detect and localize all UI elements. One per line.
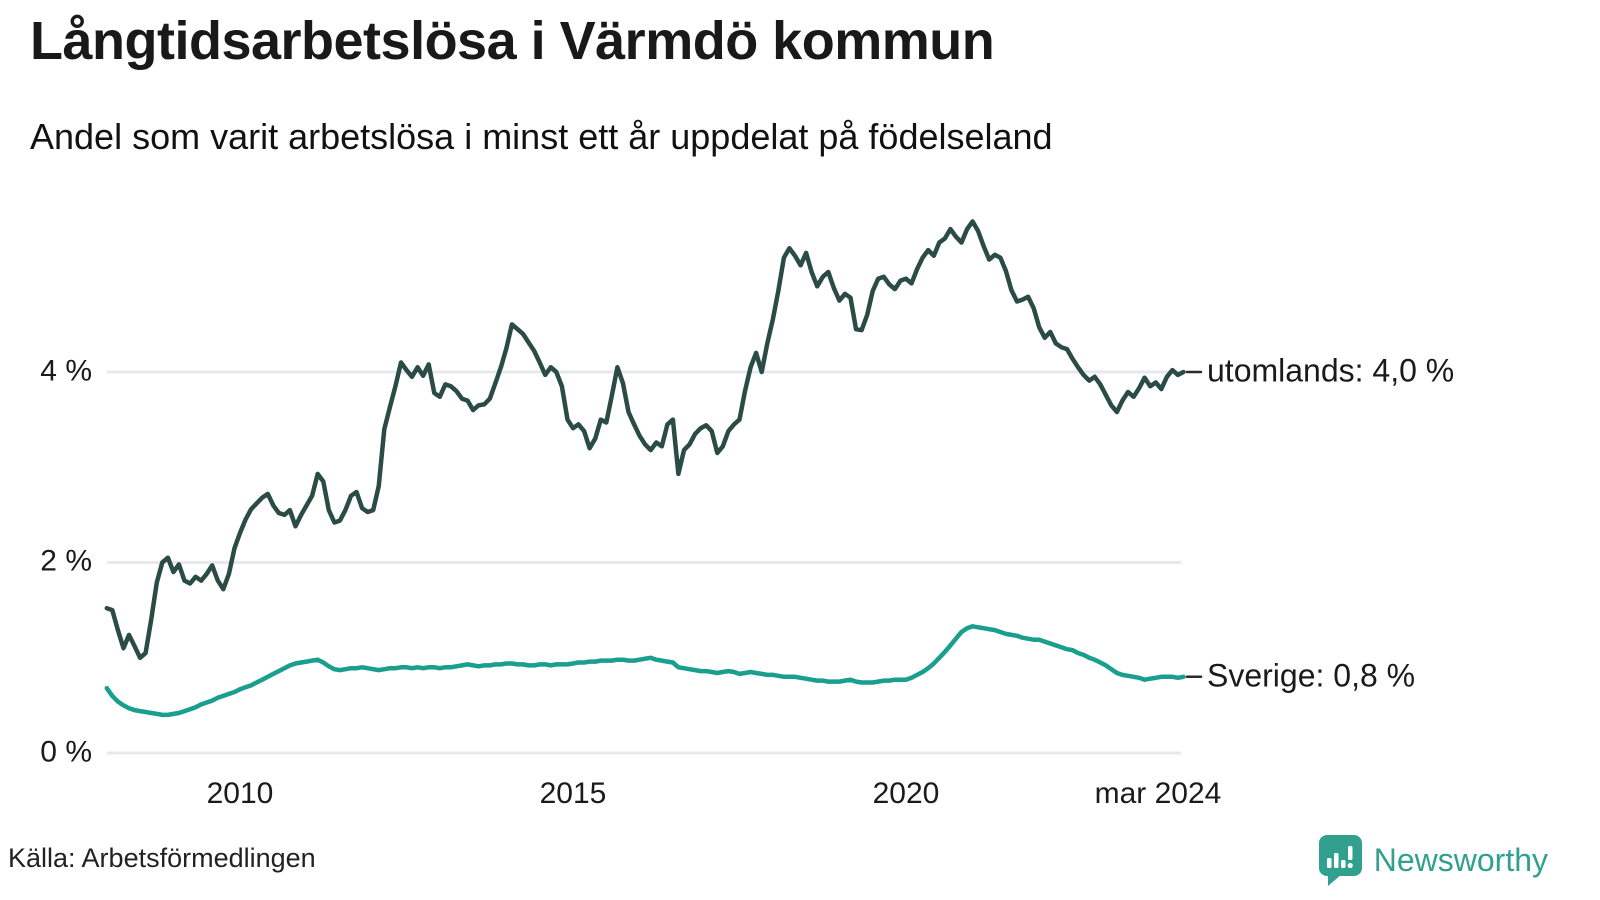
series-label-sverige: Sverige: 0,8 % [1207,657,1416,694]
y-tick-2pct: 2 % [40,544,92,578]
y-tick-4pct: 4 % [40,354,92,388]
chart-title: Långtidsarbetslösa i Värmdö kommun [30,11,995,71]
y-tick-0pct: 0 % [40,735,92,769]
series-line-sverige [104,624,1186,718]
source-note: Källa: Arbetsförmedlingen [8,843,316,873]
series-line-utomlands [104,219,1186,661]
x-tick-2010: 2010 [206,777,274,810]
newsworthy-logo-icon [1318,835,1362,886]
x-tick-2020: 2020 [872,777,940,810]
x-tick-mar-2024: mar 2024 [1094,777,1222,810]
newsworthy-logo-text: Newsworthy [1373,841,1548,878]
x-tick-2015: 2015 [539,777,607,810]
chart-subtitle: Andel som varit arbetslösa i minst ett å… [30,116,1053,157]
newsworthy-brand: Newsworthy [1318,834,1548,886]
series-label-utomlands: utomlands: 4,0 % [1207,352,1455,389]
